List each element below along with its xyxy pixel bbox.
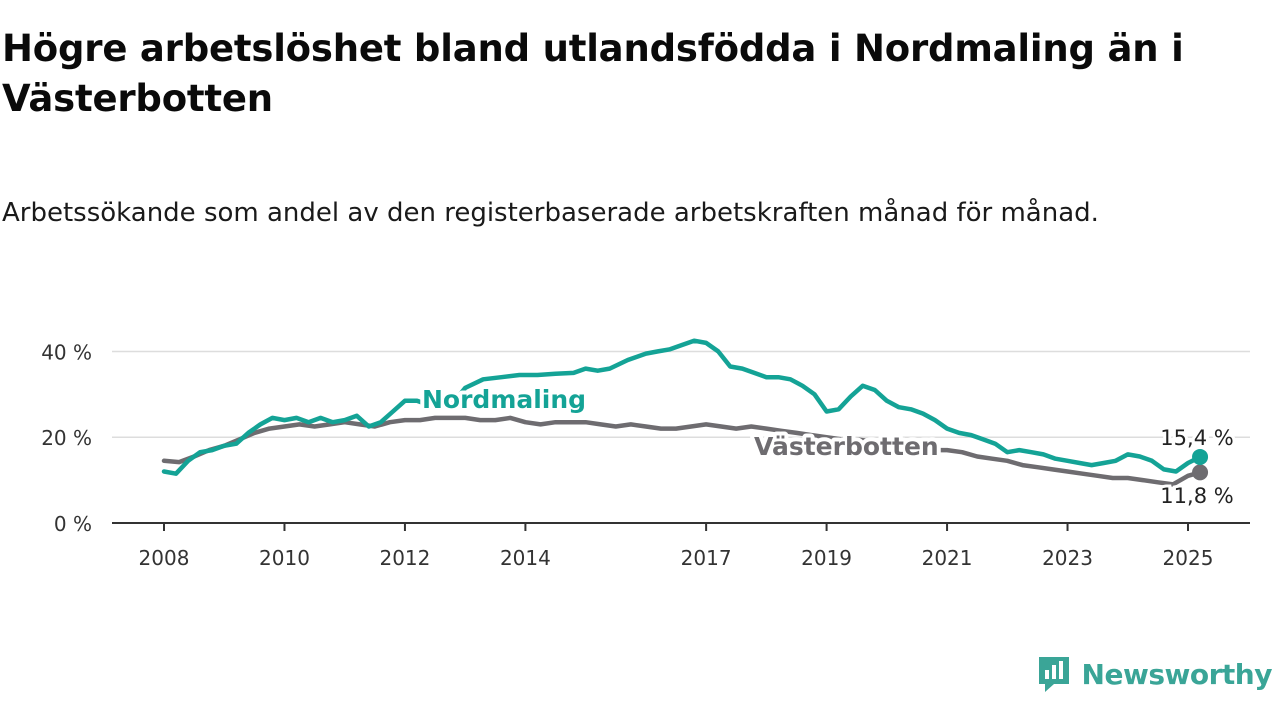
- end-point-nordmaling: [1192, 448, 1209, 465]
- x-tick-label: 2023: [1042, 546, 1093, 570]
- series-label-nordmaling: Nordmaling: [422, 385, 586, 414]
- brand-name: Newsworthy: [1081, 657, 1273, 691]
- grid-lines: [112, 350, 1250, 438]
- x-tick-label: 2014: [500, 546, 551, 570]
- axes: 0 % 20 % 40 % 2008 2010 2012 2014 2017 2019 2021 2…: [41, 340, 1250, 570]
- x-tick-label: 2017: [681, 546, 732, 570]
- end-value-label-vasterbotten: 11,8 %: [1160, 484, 1233, 508]
- end-value-label-nordmaling: 15,4 %: [1160, 426, 1233, 450]
- x-tick-label: 2008: [139, 546, 190, 570]
- chart-subtitle: Arbetssökande som andel av den registerb…: [2, 198, 1099, 228]
- x-tick-label: 2010: [259, 546, 310, 570]
- y-tick-label: 0 %: [54, 512, 92, 536]
- x-tick-label: 2021: [922, 546, 973, 570]
- series-line-vasterbotten: [161, 415, 1203, 487]
- newsworthy-brand: Newsworthy: [1036, 654, 1273, 694]
- y-tick-label: 40 %: [41, 340, 92, 364]
- newsworthy-logo-icon: [1038, 657, 1069, 692]
- chart-title: Högre arbetslöshet bland utlandsfödda i …: [2, 27, 1184, 120]
- series-label-vasterbotten: Västerbotten: [754, 432, 939, 461]
- x-tick-label: 2012: [379, 546, 430, 570]
- y-tick-label: 20 %: [41, 426, 92, 450]
- x-tick-label: 2019: [801, 546, 852, 570]
- series-line-nordmaling: [161, 338, 1203, 476]
- series-lines: [161, 338, 1209, 487]
- end-point-vasterbotten: [1192, 464, 1209, 481]
- labels: Nordmaling Västerbotten 15,4 % 11,8 %: [418, 381, 1237, 511]
- x-tick-label: 2025: [1163, 546, 1214, 570]
